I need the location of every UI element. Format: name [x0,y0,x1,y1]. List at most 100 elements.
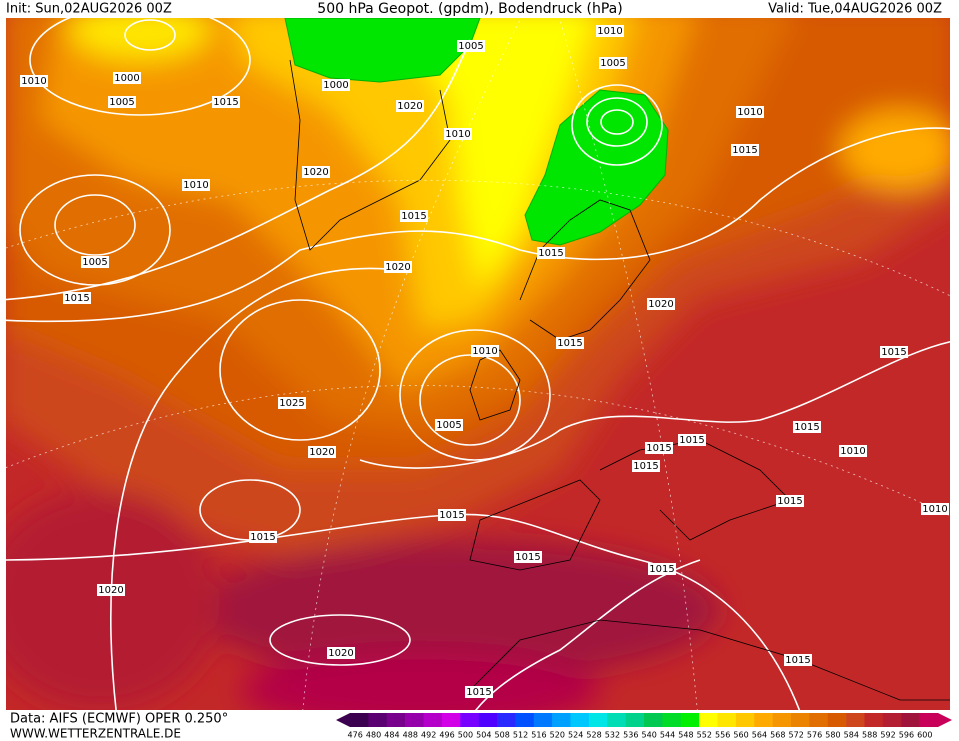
legend-swatch [368,713,388,727]
legend-label: 560 [733,731,748,740]
isobar-label: 1000 [323,80,348,91]
isobar-label-box [81,256,109,268]
isobar-label-box [514,551,542,563]
legend-swatch [717,713,737,727]
isobar-label: 1010 [21,76,46,87]
legend-label: 572 [789,731,804,740]
isobar-label: 1000 [114,73,139,84]
isobar-label: 1010 [472,346,497,357]
isobar-label: 1015 [439,510,464,521]
isobar-label-box [400,210,428,222]
isobar-label-box [839,445,867,457]
legend-swatch [644,713,663,727]
isobar-label-box [212,96,240,108]
isobar-label: 1010 [840,446,865,457]
isobar-label: 1010 [445,129,470,140]
legend-swatch [441,713,461,727]
legend-label: 492 [421,731,436,740]
legend-swatch [864,713,884,727]
legend-label: 548 [678,731,693,740]
legend-label: 504 [476,731,491,740]
isobar-label-box [384,261,412,273]
legend-label: 524 [568,731,583,740]
legend-swatch [423,713,443,727]
isobar-label: 1005 [436,420,461,431]
isobar-label-box [302,166,330,178]
legend-arrow-left [336,713,350,727]
isobar-label-box [784,654,812,666]
isobar-label: 1015 [64,293,89,304]
legend-label: 532 [605,731,620,740]
legend-label: 496 [439,731,454,740]
map-title: 500 hPa Geopot. (gpdm), Bodendruck (hPa) [317,1,622,17]
legend-label: 476 [348,731,363,740]
isobar-label-box [678,434,706,446]
isobar-label-box [776,495,804,507]
legend-label: 544 [660,731,675,740]
isobar-label-box [647,298,675,310]
data-source: Data: AIFS (ECMWF) OPER 0.250° [10,712,228,727]
isobar-label-box [556,337,584,349]
init-time: Init: Sun,02AUG2026 00Z [6,2,172,17]
isobar-label: 1005 [82,257,107,268]
legend-swatch [350,713,369,727]
isobar-label: 1025 [279,398,304,409]
isobar-label-box [435,419,463,431]
legend-swatch [754,713,773,727]
isobar-label-box [20,75,48,87]
legend-swatch [662,713,682,727]
legend-swatch [919,713,939,727]
isobar-label-box [880,346,908,358]
isobar-label: 1015 [633,461,658,472]
legend-swatch [772,713,792,727]
isobar-label: 1015 [538,248,563,259]
isobar-label: 1015 [881,347,906,358]
isobar-label: 1015 [401,211,426,222]
legend-label: 588 [862,731,877,740]
isobar-label-box [921,503,949,515]
legend-swatch [607,713,626,727]
site-name: WWW.WETTERZENTRALE.DE [10,727,181,741]
isobar-label: 1005 [109,97,134,108]
isobar-label: 1010 [597,26,622,37]
legend-swatch [791,713,810,727]
legend-label: 484 [384,731,399,740]
legend-swatch [405,713,424,727]
legend-swatch [570,713,590,727]
isobar-label: 1015 [679,435,704,446]
legend-swatch [901,713,920,727]
legend-swatch [846,713,865,727]
legend-label: 528 [586,731,601,740]
isobar-label: 1015 [794,422,819,433]
isobar-label-box [648,563,676,575]
legend-swatch [552,713,571,727]
isobar-label: 1010 [183,180,208,191]
legend-swatch [533,713,553,727]
legend-swatch [680,713,700,727]
legend-swatch [460,713,479,727]
isobar-label: 1020 [303,167,328,178]
isobar-label: 1020 [648,299,673,310]
isobar-label-box [632,460,660,472]
isobar-label-box [596,25,624,37]
legend-swatch [515,713,535,727]
legend-label: 556 [715,731,730,740]
legend-swatch [809,713,829,727]
isobar-label-box [599,57,627,69]
isobar-label-box [278,397,306,409]
legend-swatch [625,713,645,727]
isobar-label-box [645,442,673,454]
valid-time: Valid: Tue,04AUG2026 00Z [768,2,942,17]
isobar-label-box [731,144,759,156]
legend-label: 536 [623,731,638,740]
isobar-label-box [793,421,821,433]
isobar-label-box [97,584,125,596]
legend-label: 580 [825,731,840,740]
legend-label: 508 [495,731,510,740]
isobar-label: 1015 [213,97,238,108]
isobar-label: 1005 [600,58,625,69]
legend-label: 540 [642,731,657,740]
isobar-label: 1005 [458,41,483,52]
isobar-label: 1015 [649,564,674,575]
